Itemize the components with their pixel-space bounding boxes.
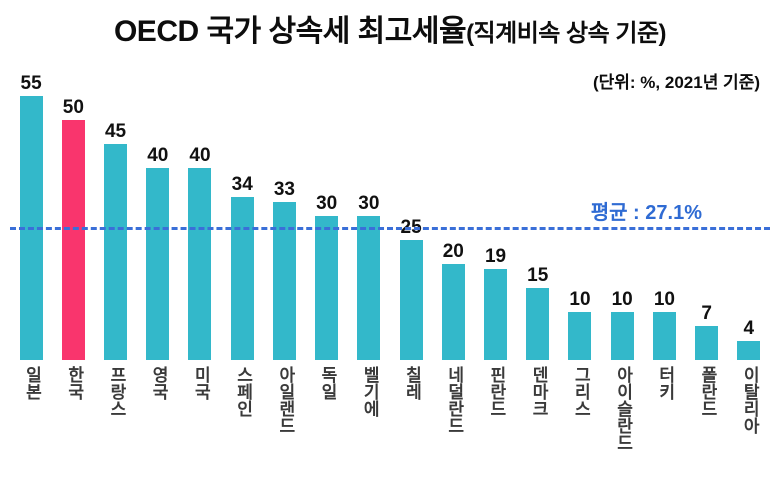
bar-category-label: 일본	[10, 366, 52, 400]
bar	[357, 216, 381, 360]
bar-column: 25	[390, 58, 432, 360]
bar-category-label: 미국	[179, 366, 221, 400]
bar-category-label: 한국	[52, 366, 94, 400]
plot-area: 평균 : 27.1% 55 50 45 40 40 34 33 30 30 25 20 19 15 10 1…	[10, 58, 770, 360]
bar	[272, 201, 296, 360]
chart-title: OECD 국가 상속세 최고세율(직계비속 상속 기준)	[0, 6, 780, 50]
bar	[484, 268, 508, 360]
bar	[104, 144, 128, 360]
bar	[695, 326, 719, 360]
category-text: 벨기에	[360, 366, 380, 417]
bar	[188, 168, 212, 360]
bar-value-label: 34	[231, 173, 253, 195]
bar-category-label: 아이슬란드	[601, 366, 643, 451]
bar-column: 10	[601, 58, 643, 360]
bar-category-label: 핀란드	[474, 366, 516, 417]
bar-category-label: 그리스	[559, 366, 601, 417]
bar-value-label: 30	[316, 193, 338, 214]
bar-category-label: 칠레	[390, 366, 432, 400]
category-text: 영국	[149, 366, 169, 400]
bar-column: 55	[10, 58, 52, 360]
bar-value-label: 20	[442, 241, 464, 262]
bar	[441, 264, 465, 360]
chart-title-main: OECD 국가 상속세 최고세율	[113, 15, 467, 48]
bar	[568, 312, 592, 360]
category-text: 한국	[64, 366, 84, 400]
bar-value-label: 15	[527, 265, 549, 286]
bar-value-label: 4	[743, 317, 755, 339]
bar-column: 4	[728, 58, 770, 360]
bar	[737, 340, 761, 360]
bar-column: 7	[686, 58, 728, 360]
bar-column: 50	[52, 58, 94, 360]
category-text: 터키	[655, 366, 675, 400]
bar-category-label: 아일랜드	[263, 366, 305, 434]
category-text: 폴란드	[697, 366, 717, 417]
category-text: 스페인	[233, 366, 253, 417]
bar-column: 10	[559, 58, 601, 360]
bar-category-label: 벨기에	[348, 366, 390, 417]
bar-column: 19	[474, 58, 516, 360]
bar-value-label: 10	[653, 289, 675, 310]
bar	[526, 288, 550, 360]
bar-value-label: 7	[701, 303, 712, 325]
category-text: 네덜란드	[444, 366, 464, 434]
bar-column: 30	[348, 58, 390, 360]
bar-value-label: 45	[104, 121, 127, 142]
bar-category-label: 덴마크	[517, 366, 559, 417]
bar-column: 40	[137, 58, 179, 360]
bar	[230, 196, 254, 360]
bar-value-label: 30	[358, 193, 380, 214]
bar	[146, 168, 170, 360]
category-text: 덴마크	[529, 366, 549, 417]
bar-value-label: 33	[273, 178, 295, 200]
category-text: 칠레	[402, 366, 422, 400]
chart-title-paren: (직계비속 상속 기준)	[466, 20, 667, 47]
category-axis: 일본 한국 프랑스 영국 미국 스페인 아일랜드 독일 벨기에 칠레 네덜란드 핀란드 덴마크 그리스 아이…	[10, 366, 770, 484]
bar-value-label: 50	[62, 97, 84, 118]
bar-value-label: 40	[189, 145, 211, 166]
bar-category-label: 영국	[137, 366, 179, 400]
bar-category-label: 네덜란드	[432, 366, 474, 434]
average-line	[10, 226, 770, 230]
bar	[610, 312, 634, 360]
unit-note: (단위: %, 2021년 기준)	[592, 73, 760, 92]
bar-category-label: 터키	[643, 366, 685, 400]
bar-column: 30	[306, 58, 348, 360]
bar	[399, 240, 423, 360]
category-text: 아이슬란드	[613, 366, 633, 451]
bar-value-label: 10	[569, 289, 591, 310]
bar-column: 10	[643, 58, 685, 360]
bar-column: 34	[221, 58, 263, 360]
category-text: 핀란드	[486, 366, 506, 417]
bar-category-label: 스페인	[221, 366, 263, 417]
bar-value-label: 19	[484, 245, 507, 267]
category-text: 프랑스	[106, 366, 126, 417]
bar-value-label: 10	[611, 289, 633, 310]
category-text: 일본	[22, 366, 42, 400]
category-text: 이탈리아	[740, 366, 760, 434]
bar-category-label: 독일	[306, 366, 348, 400]
bar-category-label: 프랑스	[94, 366, 136, 417]
bar-column: 15	[517, 58, 559, 360]
bar-column: 20	[432, 58, 474, 360]
category-text: 그리스	[571, 366, 591, 417]
category-text: 아일랜드	[275, 366, 295, 434]
bar	[315, 216, 339, 360]
bar-category-label: 이탈리아	[728, 366, 770, 434]
bar-value-label: 40	[147, 145, 169, 166]
average-label: 평균 : 27.1%	[590, 201, 702, 224]
bar-column: 33	[263, 58, 305, 360]
category-text: 미국	[191, 366, 211, 400]
category-text: 독일	[317, 366, 337, 400]
bar-category-label: 폴란드	[686, 366, 728, 417]
bar	[652, 312, 676, 360]
bar-value-label: 55	[20, 73, 42, 94]
bar-column: 40	[179, 58, 221, 360]
bar-highlight	[61, 120, 85, 360]
bar-column: 45	[94, 58, 136, 360]
